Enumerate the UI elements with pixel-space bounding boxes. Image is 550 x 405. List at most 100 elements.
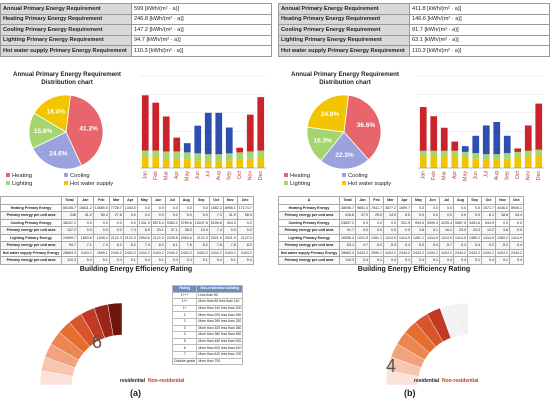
legend-item-lighting: Lighting xyxy=(284,180,342,188)
bar-segment-lighting xyxy=(482,154,490,160)
summary-row: Cooling Primary Energy Requirement 91.7 [… xyxy=(278,24,550,36)
table-cell: 2434.2 xyxy=(108,248,124,257)
column-header: Aug xyxy=(178,196,194,205)
rating-value: 6 xyxy=(92,332,103,352)
table-cell: 2434.2 xyxy=(208,248,224,257)
bar-segment-lighting xyxy=(524,150,532,157)
table-cell: 2434.2 xyxy=(509,248,524,257)
table-cell: 1369.2 xyxy=(495,233,510,242)
pie-chart: 36.6% 22.3% 16.3% 24.8% xyxy=(306,94,382,170)
x-tick-label: Feb xyxy=(431,171,437,180)
x-tick-label: Jan xyxy=(421,171,427,179)
table-cell: 1949.4 xyxy=(92,233,110,242)
table-cell: 1281.1 xyxy=(369,233,384,242)
table-cell: 2054.6 xyxy=(178,233,194,242)
table-cell: 2434.2 xyxy=(467,248,482,257)
rating-criteria-table: Rating Non-residential building 1+++ Less t… xyxy=(171,285,244,366)
table-cell: 9.4 xyxy=(383,256,398,265)
bar-segment-heating xyxy=(152,102,160,151)
bar-segment-hot-water-supply xyxy=(204,161,212,168)
summary-row: Heating Primary Energy Requirement 246.8 … xyxy=(0,13,272,25)
table-row: Primary energy per unit area 91.7 0.0 0.0 0.… xyxy=(278,226,524,235)
legend-item-hotwater: Hot water supply xyxy=(64,180,122,188)
row-label: Primary energy per unit area xyxy=(278,226,340,235)
table-cell: 0.0 xyxy=(178,211,194,220)
table-cell: 9.1 xyxy=(192,256,210,265)
summary-value: 146.6 [kWh/(m² · a)] xyxy=(409,13,550,25)
table-cell: 0.0 xyxy=(92,218,110,227)
bar-segment-cooling xyxy=(493,122,501,155)
table-cell: 1414.9 xyxy=(397,233,412,242)
table-cell: 2434.2 xyxy=(77,248,94,257)
bar-segment-hot-water-supply xyxy=(246,158,254,168)
bar-segment-hot-water-supply xyxy=(430,156,438,168)
bar-segment-lighting xyxy=(204,154,212,162)
table-cell: 0.0 xyxy=(108,226,124,235)
pie-chart-title: Annual Primary Energy Requirement Distri… xyxy=(13,71,121,86)
table-cell: 13.2 xyxy=(481,226,496,235)
table-cell: 8.2 xyxy=(236,241,254,250)
rating-gauge xyxy=(39,302,123,386)
summary-key: Hot water supply Primary Energy Requirem… xyxy=(278,45,410,57)
x-tick-label: Sep xyxy=(227,171,233,180)
row-label: Hot water supply Primary Energy xyxy=(0,248,62,257)
table-cell: 28663.3 xyxy=(339,248,356,257)
summary-value: 246.8 [kWh/(m² · a)] xyxy=(131,13,272,25)
table-cell: 36.0 xyxy=(178,226,194,235)
column-header: Jun xyxy=(150,196,166,205)
x-tick-label: Apr xyxy=(174,171,180,179)
table-cell: 9.4 xyxy=(355,256,370,265)
pie-slice-cooling xyxy=(32,131,83,170)
legend-item-hotwater: Hot water supply xyxy=(342,180,400,188)
table-cell: 0.0 xyxy=(439,211,454,220)
bar-segment-hot-water-supply xyxy=(493,159,501,168)
table-cell: 9.4 xyxy=(208,256,224,265)
table-cell: 7.8 xyxy=(222,241,238,250)
table-cell: 0.0 xyxy=(178,203,194,212)
bar-segment-cooling xyxy=(204,112,212,155)
table-cell: 0.0 xyxy=(453,203,468,212)
pie-chart-title: Annual Primary Energy Requirement Distri… xyxy=(291,71,399,86)
table-cell: 0.0 xyxy=(164,203,180,212)
bar-segment-hot-water-supply xyxy=(451,156,459,168)
table-row: Primary energy per unit area 63.1 4.7 5.0 5.… xyxy=(278,241,524,250)
pie-slice-label: 22.3% xyxy=(335,152,354,159)
table-cell: 63.1 xyxy=(339,241,356,250)
column-header: Jan xyxy=(77,196,94,205)
table-cell: 0.0 xyxy=(77,218,94,227)
table-cell: 1852.3 xyxy=(208,203,224,212)
rating-row: 3 More than 320 less than 380 xyxy=(171,324,244,333)
table-cell: 9.4 xyxy=(481,256,496,265)
monthly-energy-table: A Total Jan Feb Mar Apr May Jun Jul Aug Sep Oct Nov D… xyxy=(278,196,524,265)
table-cell: 7728.7 xyxy=(108,203,124,212)
table-cell: 7 xyxy=(171,350,198,359)
legend-label: Lighting xyxy=(290,181,311,187)
table-cell: 0.0 xyxy=(150,211,166,220)
x-tick-label: Aug xyxy=(216,171,222,180)
table-cell: 0.0 xyxy=(369,226,384,235)
table-cell: 66155.7 xyxy=(61,203,78,212)
summary-key: Cooling Primary Energy Requirement xyxy=(278,24,410,36)
column-header: Jul xyxy=(164,196,180,205)
bar-segment-heating xyxy=(236,147,244,153)
column-header: Sep xyxy=(467,196,482,205)
x-tick-label: Mar xyxy=(442,171,448,180)
column-header: Total xyxy=(339,196,356,205)
table-cell: 147.2 xyxy=(61,226,78,235)
bar-segment-lighting xyxy=(440,150,448,157)
table-cell: 1++ xyxy=(171,298,198,306)
column-header: Aug xyxy=(453,196,468,205)
bar-segment-heating xyxy=(430,116,438,151)
x-tick-label: Jun xyxy=(195,171,201,179)
table-cell: 2 xyxy=(171,317,198,326)
pie-slice-label: 18.4% xyxy=(47,108,66,115)
gauge-segment xyxy=(107,302,123,336)
table-cell: 17174.7 xyxy=(236,203,254,212)
table-cell: 0.0 xyxy=(236,226,254,235)
bar-segment-hot-water-supply xyxy=(141,157,149,168)
table-cell: 9363.2 xyxy=(164,218,180,227)
bar-segment-cooling xyxy=(225,127,233,154)
row-label: Primary energy per unit area xyxy=(0,211,62,220)
table-cell: 0.0 xyxy=(136,211,152,220)
rating-row: 6 More than 520 less than 610 xyxy=(171,344,244,352)
